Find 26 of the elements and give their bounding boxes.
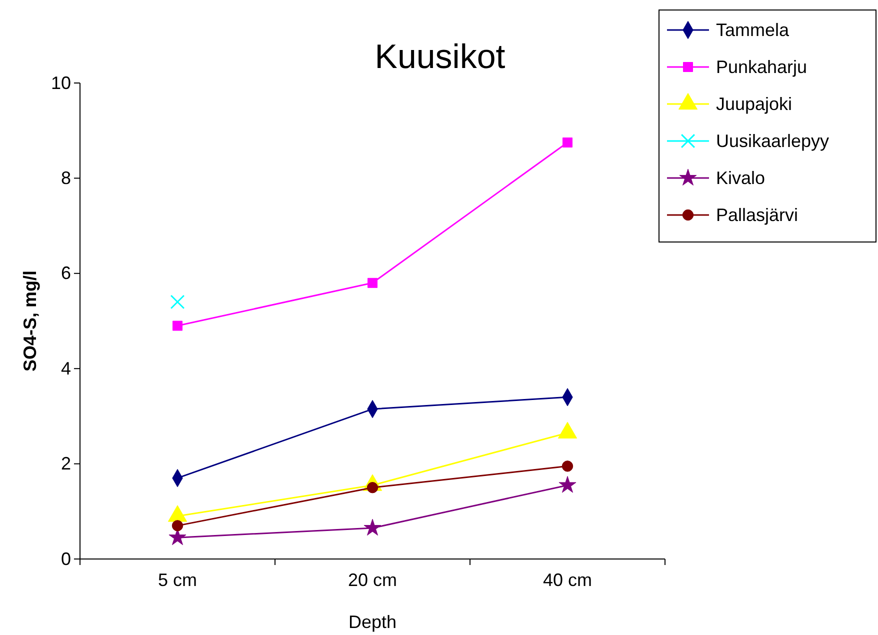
- legend-label: Kivalo: [716, 168, 766, 188]
- y-axis-title: SO4-S, mg/l: [20, 270, 40, 372]
- x-tick-label: 5 cm: [158, 570, 198, 590]
- point: [562, 460, 574, 472]
- point: [558, 476, 576, 493]
- y-tick-label: 8: [60, 168, 71, 188]
- point: [172, 320, 182, 331]
- y-tick-label: 4: [60, 358, 71, 378]
- legend-label: Tammela: [716, 20, 790, 40]
- legend-label: Pallasjärvi: [716, 205, 798, 225]
- point: [172, 520, 184, 532]
- y-tick-label: 2: [60, 454, 71, 474]
- y-tick-label: 10: [50, 72, 71, 93]
- point: [170, 294, 185, 310]
- point: [368, 278, 378, 288]
- point: [364, 518, 382, 536]
- x-tick-label: 40 cm: [542, 570, 592, 590]
- legend-label: Juupajoki: [716, 94, 792, 114]
- x-tick-label: 20 cm: [348, 570, 398, 590]
- x-axis-title: Depth: [348, 612, 397, 632]
- legend-label: Uusikaarlepyy: [716, 131, 830, 151]
- legend-label: Punkaharju: [716, 57, 808, 77]
- y-tick-label: 6: [60, 263, 71, 284]
- chart-title: Kuusikot: [374, 38, 506, 76]
- point: [562, 138, 572, 148]
- y-tick-label: 0: [60, 548, 71, 569]
